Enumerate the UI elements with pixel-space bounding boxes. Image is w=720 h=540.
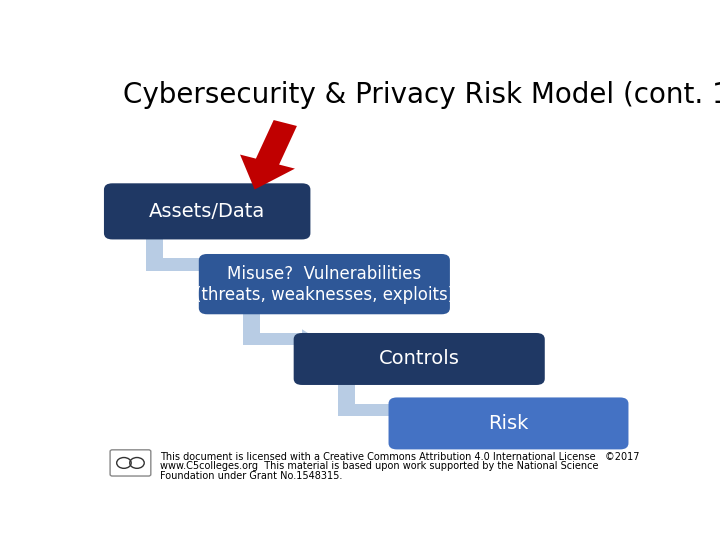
FancyBboxPatch shape — [199, 254, 450, 314]
Text: Assets/Data: Assets/Data — [149, 202, 265, 221]
Polygon shape — [204, 254, 220, 274]
Bar — [243, 333, 302, 346]
Text: Misuse?  Vulnerabilities
(threats, weaknesses, exploits): Misuse? Vulnerabilities (threats, weakne… — [194, 265, 454, 303]
FancyBboxPatch shape — [294, 333, 545, 385]
FancyBboxPatch shape — [110, 450, 150, 476]
Text: Cybersecurity & Privacy Risk Model (cont. 1): Cybersecurity & Privacy Risk Model (cont… — [124, 82, 720, 110]
Bar — [145, 233, 163, 265]
Bar — [145, 258, 204, 271]
Text: Risk: Risk — [488, 414, 528, 433]
FancyBboxPatch shape — [104, 183, 310, 239]
Bar — [243, 308, 260, 339]
FancyBboxPatch shape — [389, 397, 629, 449]
Polygon shape — [240, 120, 297, 190]
Bar — [338, 404, 397, 416]
Polygon shape — [397, 400, 413, 420]
Text: Controls: Controls — [379, 349, 459, 368]
Text: Foundation under Grant No.1548315.: Foundation under Grant No.1548315. — [160, 471, 342, 481]
Text: www.C5colleges.org  This material is based upon work supported by the National S: www.C5colleges.org This material is base… — [160, 462, 598, 471]
Polygon shape — [302, 329, 318, 349]
Text: This document is licensed with a Creative Commons Attribution 4.0 International : This document is licensed with a Creativ… — [160, 453, 639, 462]
Bar — [338, 379, 355, 410]
